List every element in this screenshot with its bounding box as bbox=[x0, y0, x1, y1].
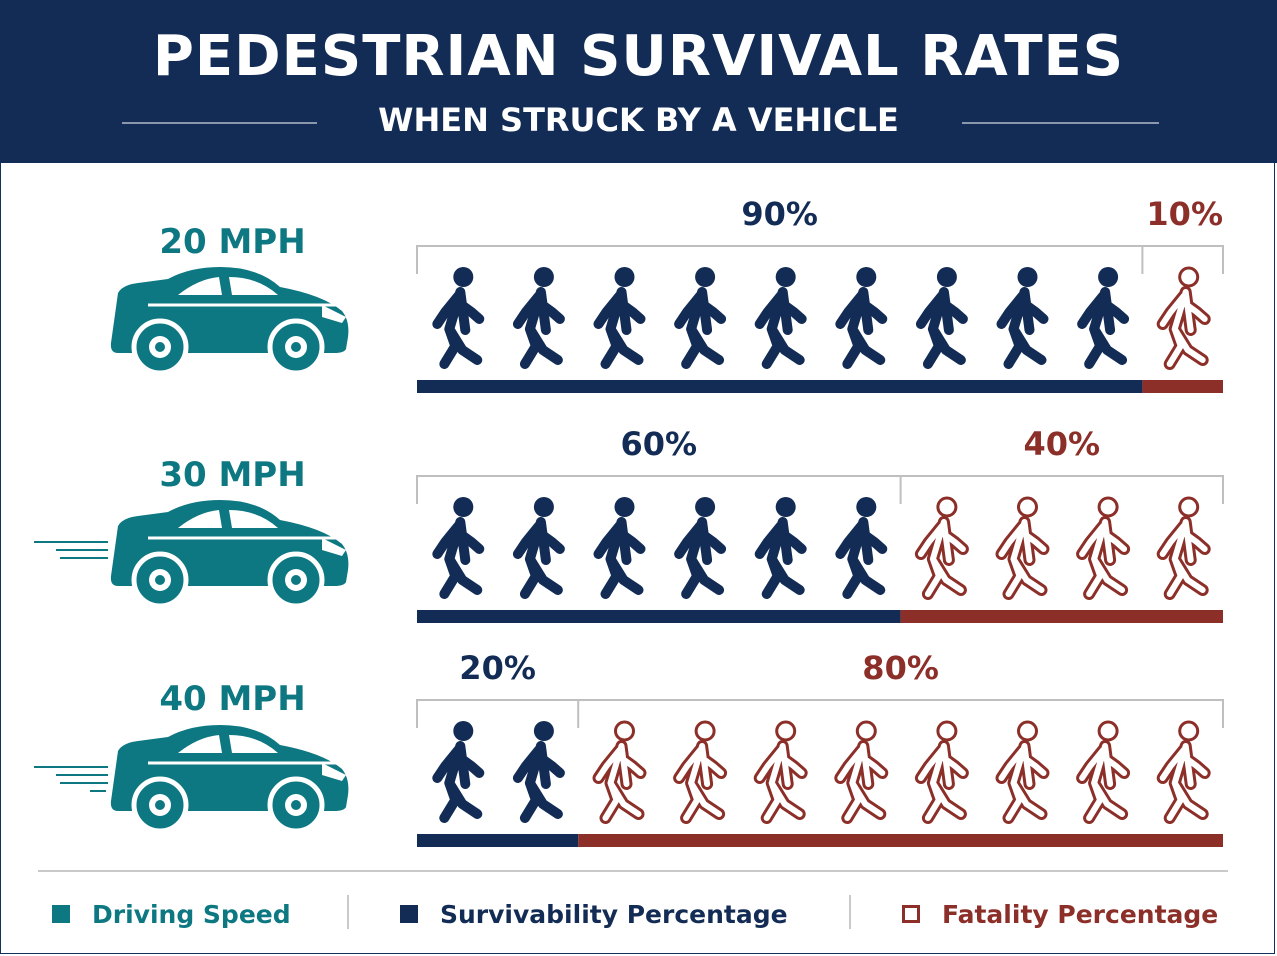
survivor-figure-icon bbox=[432, 721, 485, 823]
fatality-figure-icon bbox=[1076, 720, 1131, 824]
fatality-bar bbox=[578, 834, 1223, 847]
survivor-figure-icon bbox=[996, 267, 1049, 369]
survival-pct-label-20: 90% bbox=[741, 195, 818, 233]
fatality-bar bbox=[1142, 380, 1223, 393]
speed-label-40: 40 MPH bbox=[159, 679, 306, 719]
legend-item-fatality: Fatality Percentage bbox=[902, 896, 1218, 932]
survival-bar bbox=[417, 834, 579, 847]
page-subtitle: WHEN STRUCK BY A VEHICLE bbox=[378, 101, 899, 139]
fatality-pct-label-30: 40% bbox=[1023, 425, 1101, 463]
survivor-figure-icon bbox=[512, 497, 565, 599]
car-icon bbox=[110, 725, 349, 834]
fatality-pct-label-20: 10% bbox=[1146, 195, 1223, 233]
survivor-figure-icon bbox=[593, 497, 646, 599]
legend-swatch-fatality bbox=[902, 905, 920, 923]
legend-swatch-survivability bbox=[400, 905, 418, 923]
footer-divider bbox=[38, 870, 1228, 872]
legend-separator bbox=[347, 895, 349, 929]
fatality-figure-icon bbox=[914, 720, 969, 824]
legend-swatch-driving-speed bbox=[52, 905, 70, 923]
car-icon bbox=[110, 267, 349, 376]
fatality-figure-icon bbox=[592, 720, 647, 824]
survival-pct-label-40: 20% bbox=[459, 649, 536, 687]
fatality-figure-icon bbox=[673, 720, 728, 824]
legend-separator bbox=[849, 895, 851, 929]
header-banner: PEDESTRIAN SURVIVAL RATES WHEN STRUCK BY… bbox=[0, 0, 1277, 163]
bracket bbox=[416, 245, 1224, 274]
survival-pct-label-30: 60% bbox=[620, 425, 698, 463]
fatality-figure-icon bbox=[995, 496, 1050, 600]
legend-label-survivability: Survivability Percentage bbox=[440, 899, 788, 929]
fatality-figure-icon bbox=[1076, 496, 1131, 600]
fatality-figure-icon bbox=[753, 720, 808, 824]
fatality-pct-label-40: 80% bbox=[862, 649, 939, 687]
legend-item-survivability: Survivability Percentage bbox=[400, 896, 788, 932]
speed-label-30: 30 MPH bbox=[159, 455, 306, 495]
car-icon bbox=[110, 500, 349, 609]
survival-bar bbox=[417, 380, 1143, 393]
survivor-figure-icon bbox=[432, 497, 485, 599]
survivor-figure-icon bbox=[593, 267, 646, 369]
subtitle-rule-right bbox=[962, 122, 1159, 124]
survivor-figure-icon bbox=[835, 497, 888, 599]
bracket bbox=[416, 699, 1224, 728]
speed-lines-icon bbox=[34, 766, 108, 792]
survival-bar bbox=[417, 610, 901, 623]
fatality-bar bbox=[900, 610, 1223, 623]
legend-label-driving-speed: Driving Speed bbox=[92, 899, 291, 929]
page-title: PEDESTRIAN SURVIVAL RATES bbox=[152, 24, 1125, 89]
survivor-figure-icon bbox=[754, 497, 807, 599]
survivor-figure-icon bbox=[432, 267, 485, 369]
survivor-figure-icon bbox=[512, 721, 565, 823]
survivor-figure-icon bbox=[835, 267, 888, 369]
survivor-figure-icon bbox=[754, 267, 807, 369]
fatality-figure-icon bbox=[995, 720, 1050, 824]
fatality-figure-icon bbox=[914, 496, 969, 600]
speed-label-20: 20 MPH bbox=[159, 222, 306, 262]
legend-item-driving-speed: Driving Speed bbox=[52, 896, 291, 932]
legend-label-fatality: Fatality Percentage bbox=[942, 899, 1219, 929]
fatality-figure-icon bbox=[834, 720, 889, 824]
survivor-figure-icon bbox=[1077, 267, 1130, 369]
survivor-figure-icon bbox=[674, 267, 727, 369]
subtitle-rule-left bbox=[122, 122, 317, 124]
fatality-figure-icon bbox=[1156, 720, 1211, 824]
bracket bbox=[416, 475, 1224, 504]
survivor-figure-icon bbox=[512, 267, 565, 369]
fatality-figure-icon bbox=[1156, 266, 1211, 370]
fatality-figure-icon bbox=[1156, 496, 1211, 600]
survivor-figure-icon bbox=[674, 497, 727, 599]
survivor-figure-icon bbox=[915, 267, 968, 369]
speed-lines-icon bbox=[34, 541, 108, 559]
